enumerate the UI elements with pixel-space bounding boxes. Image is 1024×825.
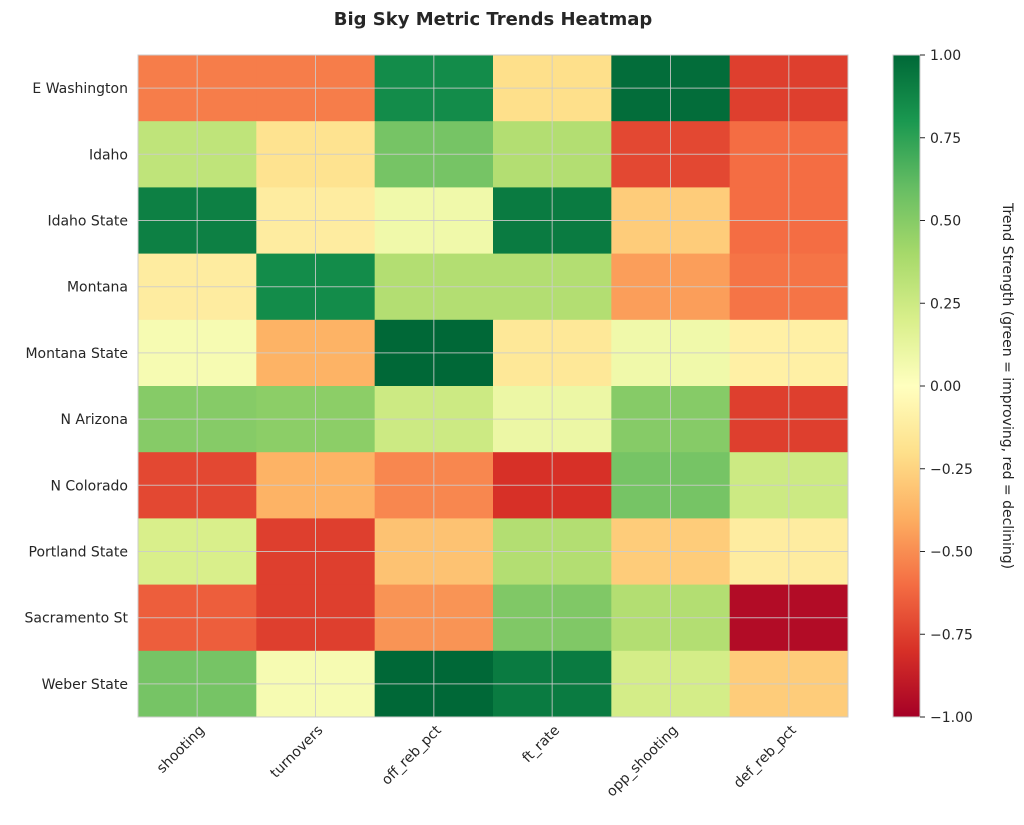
x-tick-labels: shooting turnovers off_reb_pct ft_rate opp_s… <box>154 722 800 800</box>
x-tick-label: off_reb_pct <box>379 722 445 788</box>
colorbar-tick-label: 0.00 <box>930 379 961 395</box>
x-tick-label: opp_shooting <box>604 723 682 801</box>
y-tick-label: Idaho State <box>47 214 128 230</box>
y-tick-label: Idaho <box>89 147 128 163</box>
colorbar-label: Trend Strength (green = improving, red =… <box>999 202 1015 569</box>
colorbar-tick-label: −0.25 <box>930 462 973 478</box>
y-tick-label: Portland State <box>29 545 129 561</box>
colorbar-gradient <box>892 54 921 718</box>
y-tick-label: Weber State <box>42 677 128 693</box>
y-tick-label: Montana State <box>25 346 128 362</box>
plot-frame <box>137 54 849 718</box>
grid-lines <box>138 55 848 717</box>
colorbar-tick-label: 0.25 <box>930 296 961 312</box>
y-tick-label: E Washington <box>32 81 128 97</box>
colorbar-tick-label: −0.75 <box>930 627 973 643</box>
colorbar-ticks: 1.00 0.75 0.50 0.25 0.00 −0.25 −0.50 −0.75 −1.00 <box>920 48 973 726</box>
chart-title: Big Sky Metric Trends Heatmap <box>334 9 653 30</box>
x-tick-label: ft_rate <box>519 723 563 767</box>
colorbar-tick-label: 0.75 <box>930 131 961 147</box>
x-tick-label: turnovers <box>267 723 326 782</box>
x-tick-label: shooting <box>154 723 208 777</box>
y-tick-label: Montana <box>67 280 128 296</box>
y-tick-label: N Colorado <box>50 478 128 494</box>
colorbar: 1.00 0.75 0.50 0.25 0.00 −0.25 −0.50 −0.75 −1.00… <box>892 48 1015 726</box>
colorbar-tick-label: −1.00 <box>930 710 973 726</box>
x-tick-label: def_reb_pct <box>731 722 800 791</box>
colorbar-tick-label: 1.00 <box>930 48 961 64</box>
colorbar-tick-label: 0.50 <box>930 214 961 230</box>
y-tick-label: Sacramento St <box>24 611 128 627</box>
y-tick-label: N Arizona <box>60 412 128 428</box>
colorbar-tick-label: −0.50 <box>930 545 973 561</box>
y-tick-labels: E Washington Idaho Idaho State Montana Monta… <box>24 81 128 693</box>
